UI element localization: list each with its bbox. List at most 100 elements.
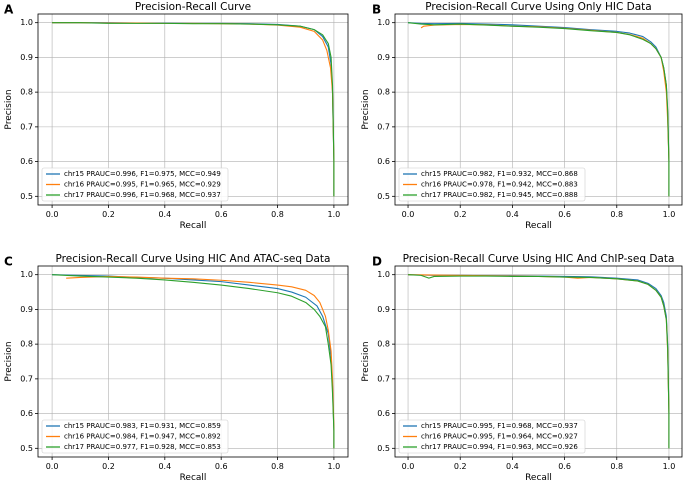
legend-box [41,167,229,202]
x-tick-label: 0.6 [558,462,571,471]
y-tick-label: 0.8 [377,340,390,349]
legend-entry: chr17 PRAUC=0.994, F1=0.963, MCC=0.926 [421,443,578,451]
legend: chr15 PRAUC=0.995, F1=0.968, MCC=0.937 ch… [398,419,586,454]
legend-box [398,167,586,202]
x-tick-label: 0.0 [46,462,59,471]
x-tick-label: 0.4 [158,462,171,471]
y-tick-label: 0.5 [20,192,33,201]
y-tick-label: 1.0 [377,18,390,27]
x-tick-label: 0.4 [506,210,519,219]
chart-title: Precision-Recall Curve Using HIC And ChI… [403,253,675,265]
legend-entry: chr15 PRAUC=0.983, F1=0.931, MCC=0.859 [64,422,221,430]
series-group [408,274,670,449]
y-axis-label: Precision [4,89,14,129]
y-tick-label: 1.0 [377,270,390,279]
legend-entry: chr17 PRAUC=0.982, F1=0.945, MCC=0.888 [421,191,578,199]
x-tick-label: 0.8 [271,462,284,471]
x-tick-label: 0.6 [215,462,228,471]
legend-entry: chr15 PRAUC=0.996, F1=0.975, MCC=0.949 [64,170,221,178]
series-line-chr17 [407,22,670,197]
x-tick-label: 0.0 [46,210,59,219]
y-tick-label: 0.5 [20,444,33,453]
y-axis-label: Precision [4,341,14,381]
y-tick-label: 0.7 [377,374,390,383]
y-tick-label: 0.7 [377,122,390,131]
y-tick-label: 0.9 [377,53,390,62]
chart-title: Precision-Recall Curve [135,1,251,13]
legend-box [398,419,586,454]
series-line-chr16 [66,275,335,449]
legend-entry: chr17 PRAUC=0.977, F1=0.928, MCC=0.853 [64,443,221,451]
chart-title: Precision-Recall Curve Using HIC And ATA… [56,253,331,265]
y-tick-label: 0.6 [20,157,33,166]
x-tick-label: 0.2 [454,210,467,219]
x-tick-label: 0.6 [215,210,228,219]
series-line-chr17 [52,274,335,449]
y-tick-label: 0.5 [377,444,390,453]
x-tick-label: 0.0 [402,462,415,471]
y-axis-label: Precision [361,341,371,381]
legend-entry: chr15 PRAUC=0.982, F1=0.932, MCC=0.868 [421,170,578,178]
y-tick-label: 1.0 [20,270,33,279]
legend: chr15 PRAUC=0.983, F1=0.931, MCC=0.859 ch… [41,419,229,454]
plot-frame [394,13,683,206]
x-tick-label: 0.8 [610,210,623,219]
y-tick-label: 0.9 [377,305,390,314]
x-tick-label: 0.6 [558,210,571,219]
panel-a: A Precision-Recall Curve 0.0 0.2 0.4 0.6 0.8 1.… [4,1,349,231]
legend-box [41,419,229,454]
plot-frame [394,265,683,458]
series-group [52,22,335,197]
legend: chr15 PRAUC=0.996, F1=0.975, MCC=0.949 ch… [41,167,229,202]
x-tick-label: 0.4 [158,210,171,219]
panel-c: C Precision-Recall Curve Using HIC And AT… [4,253,349,480]
y-tick-label: 0.9 [20,305,33,314]
x-tick-label: 0.8 [610,462,623,471]
legend: chr15 PRAUC=0.982, F1=0.932, MCC=0.868 ch… [398,167,586,202]
panel-d: D Precision-Recall Curve Using HIC And Ch… [361,253,683,480]
legend-entry: chr16 PRAUC=0.995, F1=0.964, MCC=0.927 [421,433,578,441]
y-tick-label: 0.7 [20,374,33,383]
panel-letter: A [4,3,14,17]
legend-entry: chr15 PRAUC=0.995, F1=0.968, MCC=0.937 [421,422,578,430]
x-tick-label: 0.2 [102,462,115,471]
y-axis-label: Precision [361,89,371,129]
panel-letter: D [372,255,382,269]
legend-entry: chr17 PRAUC=0.996, F1=0.968, MCC=0.937 [64,191,221,199]
plot-frame [37,265,349,458]
x-tick-label: 1.0 [663,210,676,219]
y-tick-label: 0.9 [20,53,33,62]
x-axis-label: Recall [525,473,552,480]
panel-b: B Precision-Recall Curve Using Only HIC D… [361,1,683,231]
x-tick-label: 1.0 [328,210,341,219]
x-tick-label: 0.4 [506,462,519,471]
series-group [407,22,670,197]
x-tick-label: 1.0 [663,462,676,471]
y-tick-label: 1.0 [20,18,33,27]
x-tick-label: 0.2 [102,210,115,219]
y-tick-label: 0.8 [20,340,33,349]
x-tick-label: 0.2 [454,462,467,471]
x-tick-label: 0.0 [402,210,415,219]
panel-letter: C [4,255,13,269]
x-axis-label: Recall [180,221,207,231]
y-tick-label: 0.8 [377,88,390,97]
series-line-chr17 [408,274,670,449]
x-axis-label: Recall [525,221,552,231]
y-tick-label: 0.6 [20,409,33,418]
y-tick-label: 0.6 [377,409,390,418]
x-tick-label: 1.0 [328,462,341,471]
legend-entry: chr16 PRAUC=0.984, F1=0.947, MCC=0.892 [64,433,221,441]
x-axis-label: Recall [180,473,207,480]
plot-frame [37,13,349,206]
y-tick-label: 0.5 [377,192,390,201]
legend-entry: chr16 PRAUC=0.995, F1=0.965, MCC=0.929 [64,181,221,189]
y-tick-label: 0.8 [20,88,33,97]
y-tick-label: 0.7 [20,122,33,131]
y-tick-label: 0.6 [377,157,390,166]
x-tick-label: 0.8 [271,210,284,219]
chart-title: Precision-Recall Curve Using Only HIC Da… [425,1,651,13]
panel-letter: B [372,3,381,17]
series-group [52,274,335,449]
